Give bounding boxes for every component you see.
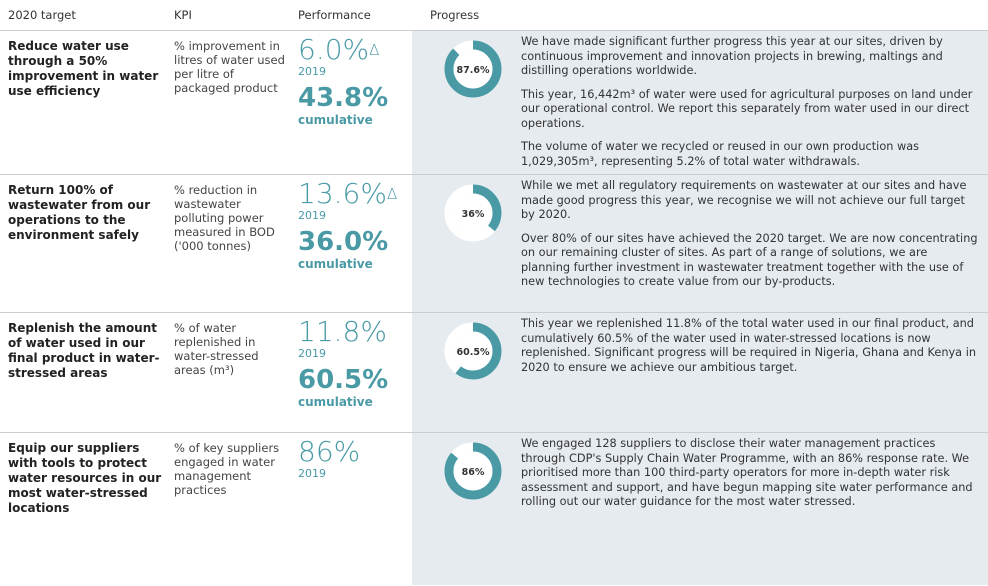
donut-arc: [444, 40, 502, 98]
paragraph: The volume of water we recycled or reuse…: [521, 140, 920, 168]
year: 2019: [298, 467, 326, 480]
paragraph: While we met all regulatory requirements…: [521, 179, 967, 221]
donut-center: [453, 331, 493, 371]
donut-arc: [444, 184, 502, 242]
donut-arc: [444, 442, 502, 500]
table-row: Return 100% of wastewater from our opera…: [0, 174, 988, 313]
performance: 13.6%Δ 2019 36.0% cumulative: [298, 179, 410, 272]
column-header: Performance: [298, 8, 371, 22]
donut: 60.5%: [444, 322, 502, 380]
donut-center: [453, 451, 493, 491]
value: 11.8%: [298, 315, 387, 348]
kpi: % of key suppliers engaged in water mana…: [174, 441, 280, 497]
target: Reduce water use through a 50% improveme…: [8, 39, 159, 98]
kpi: % reduction in wastewater polluting powe…: [174, 183, 275, 253]
table-row: Replenish the amount of water used in ou…: [0, 312, 988, 433]
target: Equip our suppliers with tools to protec…: [8, 441, 162, 515]
donut-label: 87.6%: [457, 65, 490, 76]
progress-text: This year we replenished 11.8% of the to…: [521, 317, 979, 384]
value: 86%: [298, 435, 361, 468]
donut-label: 60.5%: [457, 347, 490, 358]
donut-label: 86%: [462, 467, 485, 478]
performance: 86% 2019: [298, 437, 410, 481]
progress-text: We have made significant further progres…: [521, 35, 979, 178]
cumulative-value: 36.0%: [298, 227, 389, 257]
cumulative-label: cumulative: [298, 395, 373, 409]
paragraph: We engaged 128 suppliers to disclose the…: [521, 437, 973, 508]
donut-label: 36%: [462, 209, 485, 220]
donut-center: [453, 193, 493, 233]
paragraph: We have made significant further progres…: [521, 35, 943, 77]
delta-note: Δ: [386, 185, 398, 203]
delta-note: Δ: [369, 41, 380, 59]
donut: 36%: [444, 184, 502, 242]
column-header: Progress: [430, 8, 480, 22]
cumulative-value: 60.5%: [298, 365, 389, 395]
progress-text: We engaged 128 suppliers to disclose the…: [521, 437, 979, 519]
table-row: Equip our suppliers with tools to protec…: [0, 432, 988, 586]
cumulative-label: cumulative: [298, 113, 373, 127]
column-header: 2020 target: [8, 8, 76, 22]
performance-value: 11.8%: [298, 317, 410, 347]
kpi: % improvement in litres of water used pe…: [174, 39, 285, 95]
performance: 11.8% 2019 60.5% cumulative: [298, 317, 410, 410]
value: 13.6%: [298, 177, 387, 210]
performance-value: 6.0%Δ: [298, 35, 410, 65]
target: Return 100% of wastewater from our opera…: [8, 183, 151, 242]
donut: 87.6%: [444, 40, 502, 98]
donut-center: [453, 49, 493, 89]
cumulative-value: 43.8%: [298, 83, 389, 113]
table-row: Reduce water use through a 50% improveme…: [0, 30, 988, 175]
donut-arc: [444, 322, 502, 380]
year: 2019: [298, 347, 326, 360]
paragraph: This year, 16,442m³ of water were used f…: [521, 87, 973, 130]
year: 2019: [298, 65, 326, 78]
progress-text: While we met all regulatory requirements…: [521, 179, 979, 299]
target: Replenish the amount of water used in ou…: [8, 321, 160, 380]
performance-value: 13.6%Δ: [298, 179, 410, 209]
year: 2019: [298, 209, 326, 222]
kpi: % of water replenished in water-stressed…: [174, 321, 259, 377]
cumulative-label: cumulative: [298, 257, 373, 271]
donut: 86%: [444, 442, 502, 500]
performance: 6.0%Δ 2019 43.8% cumulative: [298, 35, 410, 128]
paragraph: This year we replenished 11.8% of the to…: [521, 317, 976, 374]
paragraph: Over 80% of our sites have achieved the …: [521, 231, 978, 289]
column-header: KPI: [174, 8, 192, 22]
performance-value: 86%: [298, 437, 410, 467]
progress-panel: [412, 30, 988, 585]
value: 6.0%: [298, 33, 370, 66]
